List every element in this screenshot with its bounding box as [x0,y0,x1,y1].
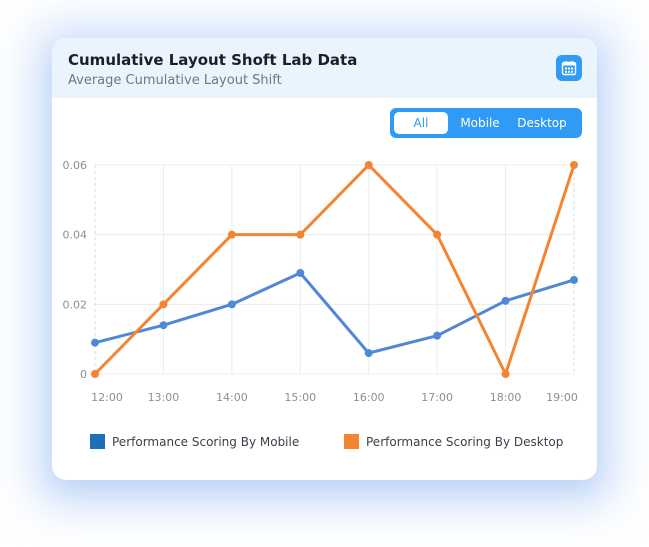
data-point-mobile [227,300,236,309]
data-point-desktop [364,161,373,169]
data-point-desktop [433,230,442,239]
y-tick-label: 0.06 [63,159,88,172]
line-chart: 0 0.02 0.04 0.06 12:00 13:00 14:00 15:00 16:00 17… [63,159,578,404]
x-tick-label: 14:00 [216,391,248,404]
legend-item-mobile: Performance Scoring By Mobile [90,434,299,449]
data-point-mobile [159,321,168,330]
data-point-mobile [433,331,442,340]
series-line-mobile [93,271,576,355]
x-tick-label: 18:00 [490,391,522,404]
device-filter-toggle: All Mobile Desktop [390,108,582,138]
x-tick-label: 17:00 [421,391,453,404]
legend-swatch-mobile [90,434,105,449]
calendar-icon [561,61,577,76]
card-header: Cumulative Layout Shoft Lab Data Average… [52,38,597,98]
filter-mobile-button[interactable]: Mobile [460,116,500,130]
x-tick-label: 19:00 [546,391,578,404]
data-point-mobile [364,349,373,358]
x-tick-label: 12:00 [91,391,123,404]
legend-label-desktop: Performance Scoring By Desktop [366,434,564,449]
data-point-mobile [570,275,578,284]
filter-desktop-button[interactable]: Desktop [517,116,567,130]
legend-label-mobile: Performance Scoring By Mobile [112,434,300,449]
card-title: Cumulative Layout Shoft Lab Data [68,51,358,69]
data-point-desktop [570,161,578,169]
card-subtitle: Average Cumulative Layout Shift [68,73,282,88]
y-tick-label: 0.04 [63,229,88,242]
data-point-desktop [501,370,510,378]
filter-all-button[interactable]: All [394,112,448,134]
data-point-mobile [501,296,510,305]
x-tick-label: 16:00 [353,391,385,404]
chart-card: Cumulative Layout Shoft Lab Data Average… [52,38,597,480]
y-tick-label: 0 [80,368,87,381]
data-point-mobile [91,338,99,347]
data-point-desktop [296,230,305,239]
data-point-desktop [159,300,168,309]
x-tick-label: 13:00 [148,391,180,404]
y-tick-label: 0.02 [63,298,88,311]
data-point-desktop [227,230,236,239]
legend-swatch-desktop [344,434,359,449]
legend-item-desktop: Performance Scoring By Desktop [344,434,563,449]
data-point-desktop [91,370,99,378]
calendar-button[interactable] [556,55,582,81]
series-line-desktop [93,163,576,376]
x-tick-label: 15:00 [284,391,316,404]
data-point-mobile [296,268,305,277]
